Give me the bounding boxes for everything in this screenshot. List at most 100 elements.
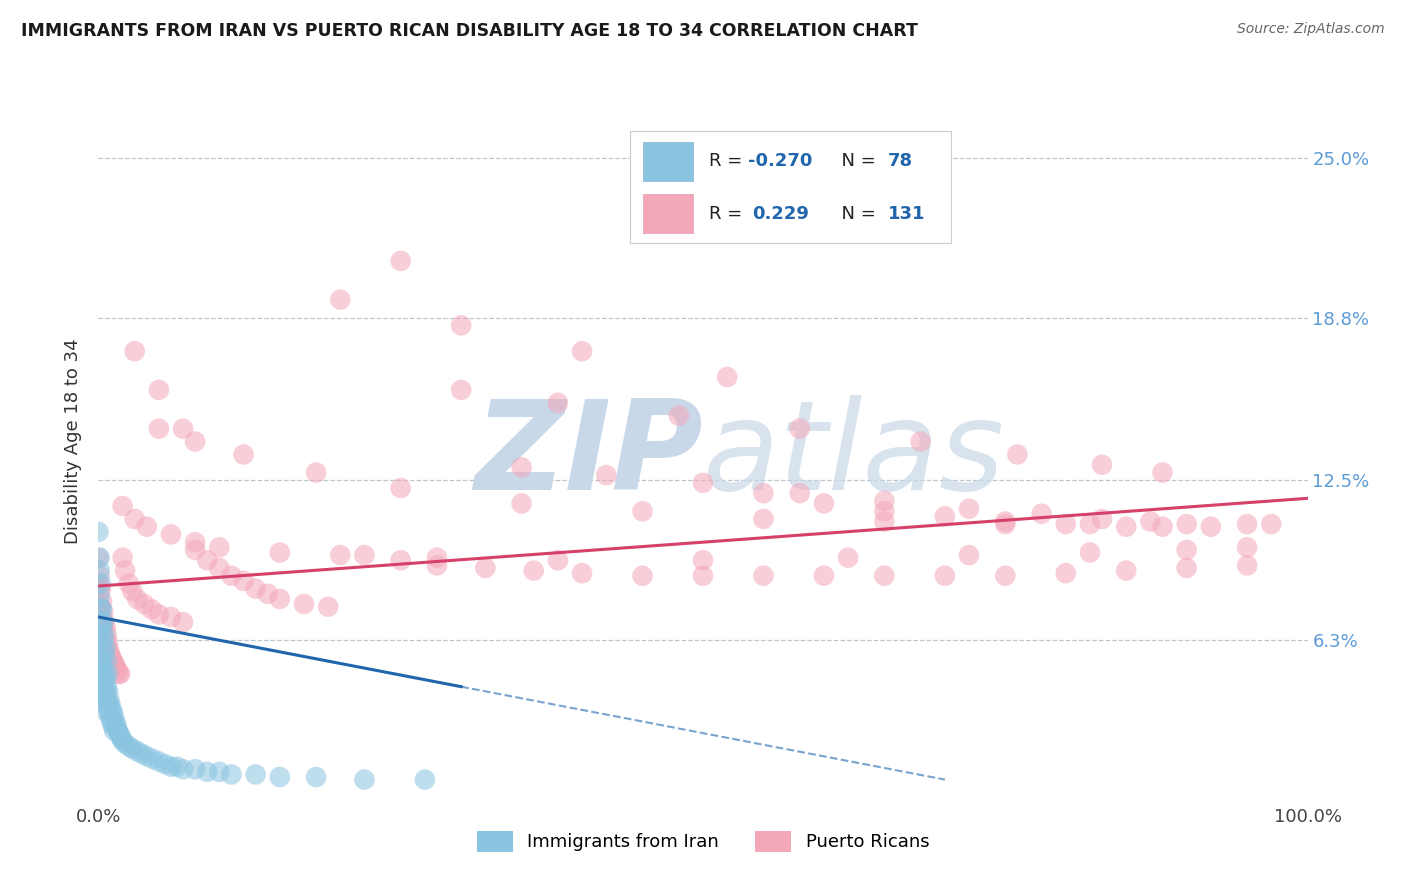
Point [148,607,170,622]
Point [91,602,114,616]
Point [413,772,436,787]
Point [141,602,163,616]
Point [90,576,112,591]
Point [101,706,124,720]
Point [269,591,291,606]
Text: atlas: atlas [703,395,1005,516]
Point [121,584,143,599]
Point [111,550,134,565]
Point [100,651,122,665]
Point [104,659,127,673]
Point [1091,512,1114,526]
Point [94,620,117,634]
Point [208,561,231,575]
Point [91,615,114,630]
Point [90,666,112,681]
Point [195,764,218,779]
Point [1115,564,1137,578]
Point [114,736,136,750]
Point [93,666,115,681]
Point [426,558,449,573]
Point [957,548,980,562]
Point [96,640,118,655]
Point [111,499,134,513]
Point [90,599,112,614]
Point [94,685,117,699]
Text: 131: 131 [889,205,925,223]
Point [90,615,112,630]
Point [184,434,207,449]
Point [114,564,136,578]
Point [124,344,146,359]
Text: -0.270: -0.270 [748,153,813,170]
Point [523,564,546,578]
Point [97,666,120,681]
Point [89,584,111,599]
Point [89,654,111,668]
Point [97,698,120,712]
Point [389,254,412,268]
Point [96,654,118,668]
Legend: Immigrants from Iran, Puerto Ricans: Immigrants from Iran, Puerto Ricans [470,823,936,859]
Point [166,760,188,774]
Point [153,757,176,772]
Point [108,726,131,740]
Point [148,755,170,769]
Point [107,723,129,738]
Point [450,318,472,333]
Point [752,512,775,526]
Text: 0.229: 0.229 [752,205,810,223]
Point [94,698,117,712]
Point [1031,507,1053,521]
Point [91,625,114,640]
Point [90,680,112,694]
Point [90,615,112,630]
Point [160,610,183,624]
Point [389,481,412,495]
Text: N =: N = [830,205,882,223]
Point [1078,517,1101,532]
Point [221,568,243,582]
Point [101,654,124,668]
Point [474,561,496,575]
Point [595,468,617,483]
Point [934,509,956,524]
Point [1054,517,1077,532]
Point [91,620,114,634]
Point [89,666,111,681]
Point [134,597,156,611]
Point [91,666,114,681]
Point [329,548,352,562]
Point [90,654,112,668]
Point [90,582,112,596]
Point [127,591,149,606]
Point [94,672,117,686]
Point [1152,466,1174,480]
Point [96,692,118,706]
Point [135,519,157,533]
Point [148,422,170,436]
Point [103,723,125,738]
Point [127,744,149,758]
Point [305,770,328,784]
Point [789,422,811,436]
Point [148,383,170,397]
Point [91,594,114,608]
Point [668,409,690,423]
Point [91,666,114,681]
Text: N =: N = [830,153,882,170]
Point [104,715,127,730]
Point [89,590,111,604]
Point [245,767,267,781]
Point [631,504,654,518]
Point [100,711,122,725]
Point [1236,541,1258,555]
Text: IMMIGRANTS FROM IRAN VS PUERTO RICAN DISABILITY AGE 18 TO 34 CORRELATION CHART: IMMIGRANTS FROM IRAN VS PUERTO RICAN DIS… [21,22,918,40]
Point [292,597,315,611]
Point [195,553,218,567]
Point [100,703,122,717]
Point [135,749,157,764]
Point [837,550,859,565]
Point [100,698,122,712]
Point [108,666,131,681]
